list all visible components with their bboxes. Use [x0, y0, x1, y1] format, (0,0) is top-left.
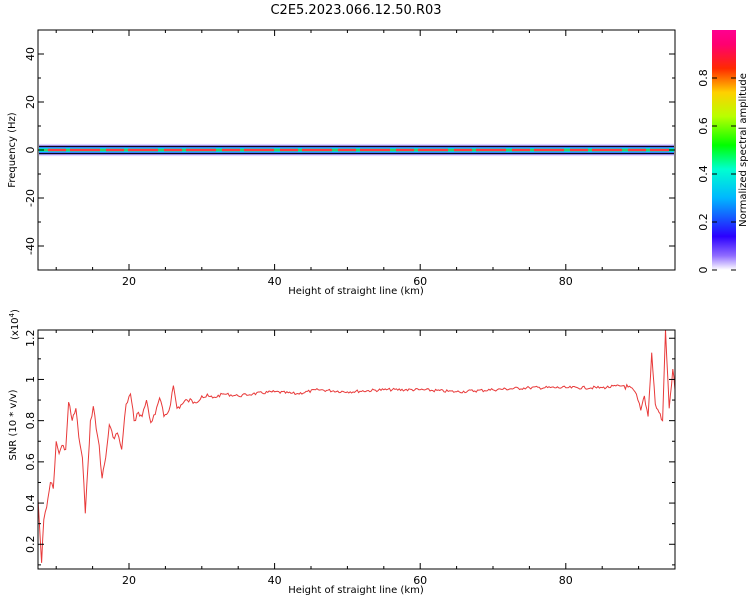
spectrogram-x-tick-label: 60 — [413, 275, 427, 288]
snr-x-tick-label: 20 — [122, 574, 136, 587]
spectrogram-x-ticks: 20 40 60 80 — [55, 30, 676, 288]
snr-multiplier: (x104) — [8, 309, 21, 340]
spectrogram-y-tick-label: 40 — [24, 47, 37, 61]
spectrogram-y-tick-label: 0 — [24, 147, 37, 154]
spectrogram-band — [39, 143, 674, 157]
snr-y-tick-label: 0.6 — [24, 453, 37, 471]
spectrogram-panel: 20 40 60 80 40 20 0 -20 -40 Height of straight … — [7, 29, 676, 297]
snr-x-tick-label: 40 — [268, 574, 282, 587]
snr-x-ticks: 20 40 60 80 — [55, 330, 676, 587]
spectrogram-x-tick-label: 20 — [122, 275, 136, 288]
spectrogram-x-tick-label: 40 — [268, 275, 282, 288]
snr-y-tick-label: 1.2 — [24, 329, 37, 347]
colorbar-tick-label: 0 — [697, 267, 710, 274]
snr-panel: 20 40 60 80 0.2 0.4 0.6 0.8 1 1.2 Height of stra… — [8, 309, 676, 596]
colorbar-tick-label: 0.8 — [697, 69, 710, 87]
snr-y-tick-label: 0.8 — [24, 412, 37, 430]
snr-y-tick-label: 0.2 — [24, 536, 37, 554]
spectrogram-y-ticks: 40 20 0 -20 -40 — [24, 29, 675, 271]
colorbar-label: Normalized spectral amplitude — [738, 73, 749, 227]
spectrogram-y-tick-label: 20 — [24, 95, 37, 109]
snr-y-ticks: 0.2 0.4 0.6 0.8 1 1.2 — [24, 329, 675, 566]
colorbar-tick-label: 0.4 — [697, 165, 710, 183]
snr-x-label: Height of straight line (km) — [288, 585, 424, 596]
colorbar-tick-label: 0.6 — [697, 117, 710, 135]
colorbar: 0 0.2 0.4 0.6 0.8 Normalized spectral amplit… — [697, 30, 749, 274]
colorbar-tick-label: 0.2 — [697, 213, 710, 231]
snr-y-label: SNR (10 * v/v) — [8, 389, 19, 460]
snr-x-tick-label: 80 — [559, 574, 573, 587]
spectrogram-x-label: Height of straight line (km) — [288, 286, 424, 297]
spectrogram-y-label: Frequency (Hz) — [7, 112, 18, 188]
snr-frame — [37, 329, 676, 570]
spectrogram-x-tick-label: 80 — [559, 275, 573, 288]
snr-y-tick-label: 0.4 — [24, 494, 37, 512]
snr-x-tick-label: 60 — [413, 574, 427, 587]
figure-title: C2E5.2023.066.12.50.R03 — [270, 3, 441, 18]
colorbar-gradient — [712, 30, 736, 270]
spectrogram-y-tick-label: -40 — [24, 237, 37, 255]
snr-series-line — [38, 330, 675, 563]
spectrogram-y-tick-label: -20 — [24, 189, 37, 207]
colorbar-ticks: 0 0.2 0.4 0.6 0.8 — [697, 69, 736, 274]
snr-y-tick-label: 1 — [24, 376, 37, 383]
